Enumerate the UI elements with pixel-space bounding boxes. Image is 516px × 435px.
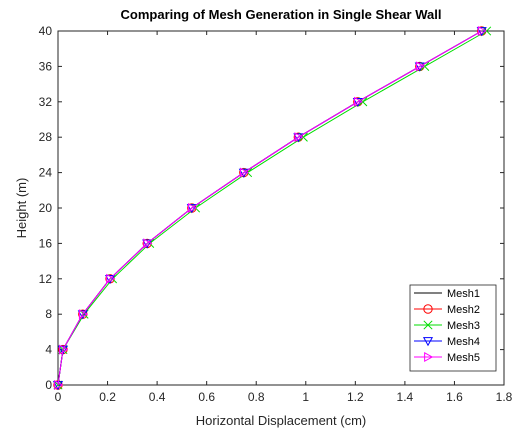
data-point-mesh5 [106, 273, 116, 284]
y-tick-label: 32 [39, 95, 53, 109]
legend-label: Mesh3 [447, 320, 480, 332]
data-point-mesh5 [294, 132, 304, 143]
series-line-mesh5 [57, 30, 482, 386]
legend-marker [423, 320, 433, 330]
y-tick-label: 20 [39, 201, 53, 215]
legend-items: Mesh1 Mesh2 Mesh3 Mesh4 Mesh5 [414, 288, 480, 364]
legend: Mesh1 Mesh2 Mesh3 Mesh4 Mesh5 [409, 284, 497, 372]
y-tick-label: 40 [39, 24, 53, 38]
x-tick-label: 0.8 [248, 390, 265, 404]
legend-label: Mesh5 [447, 352, 480, 364]
y-tick-label: 24 [39, 166, 53, 180]
legend-marker [423, 304, 433, 314]
x-tick-label: 1.2 [347, 390, 364, 404]
legend-label: Mesh4 [447, 336, 480, 348]
y-axis-label: Height (m) [14, 178, 29, 239]
x-tick-label: 0.2 [99, 390, 116, 404]
data-point-mesh4 [293, 133, 304, 143]
data-point-mesh5 [477, 25, 487, 37]
x-tick-label: 0.4 [149, 390, 166, 404]
data-point-mesh4 [476, 27, 487, 37]
y-tick-label: 12 [39, 272, 53, 286]
chart-title: Comparing of Mesh Generation in Single S… [121, 7, 442, 22]
y-tick-label: 0 [45, 378, 52, 392]
data-point-mesh4 [238, 168, 249, 178]
x-tick-label: 1 [302, 390, 309, 404]
x-axis-label: Horizontal Displacement (cm) [196, 413, 367, 428]
y-tick-label: 8 [45, 307, 52, 321]
data-point-mesh5 [59, 344, 69, 355]
data-point-mesh4 [57, 345, 69, 355]
data-point-mesh4 [352, 97, 363, 108]
legend-entry-mesh1: Mesh1 [414, 288, 480, 300]
y-tick-label: 36 [39, 59, 53, 73]
x-tick-label: 1.4 [397, 390, 414, 404]
data-point-mesh5 [353, 96, 364, 107]
legend-entry-mesh4: Mesh4 [414, 336, 480, 348]
data-point-mesh5 [239, 167, 250, 178]
y-tick-label: 4 [45, 343, 52, 357]
x-tick-label: 0 [55, 390, 62, 404]
data-point-mesh4 [142, 239, 153, 249]
data-point-mesh4 [414, 62, 425, 72]
legend-marker [424, 351, 434, 363]
x-axis-ticks: 0 0.2 0.4 0.6 0.8 1 1.2 1.4 1.6 1.8 [55, 31, 513, 404]
y-axis-ticks: 0 4 8 12 16 20 24 28 32 36 40 [39, 24, 504, 392]
legend-label: Mesh1 [447, 288, 480, 300]
data-point-mesh5 [78, 309, 89, 320]
legend-entry-mesh3: Mesh3 [414, 320, 480, 332]
data-point-mesh4 [77, 310, 88, 320]
legend-entry-mesh2: Mesh2 [414, 304, 480, 316]
data-point-mesh5 [54, 379, 64, 391]
series-mesh5 [54, 25, 487, 391]
legend-entry-mesh5: Mesh5 [414, 351, 480, 364]
plot-area: 0 0.2 0.4 0.6 0.8 1 1.2 1.4 1.6 1.8 0 4 8 12 16 20 24 28… [39, 24, 513, 404]
x-tick-label: 0.6 [198, 390, 215, 404]
legend-marker [422, 337, 434, 347]
data-point-mesh5 [143, 238, 153, 249]
x-tick-label: 1.8 [496, 390, 513, 404]
data-point-mesh4 [104, 274, 116, 285]
y-tick-label: 16 [39, 236, 53, 250]
series-layer [52, 25, 492, 391]
data-point-mesh5 [187, 202, 198, 214]
data-point-mesh5 [415, 61, 425, 72]
data-point-mesh4 [186, 204, 197, 214]
y-tick-label: 28 [39, 130, 53, 144]
x-tick-label: 1.6 [446, 390, 463, 404]
legend-label: Mesh2 [447, 304, 480, 316]
